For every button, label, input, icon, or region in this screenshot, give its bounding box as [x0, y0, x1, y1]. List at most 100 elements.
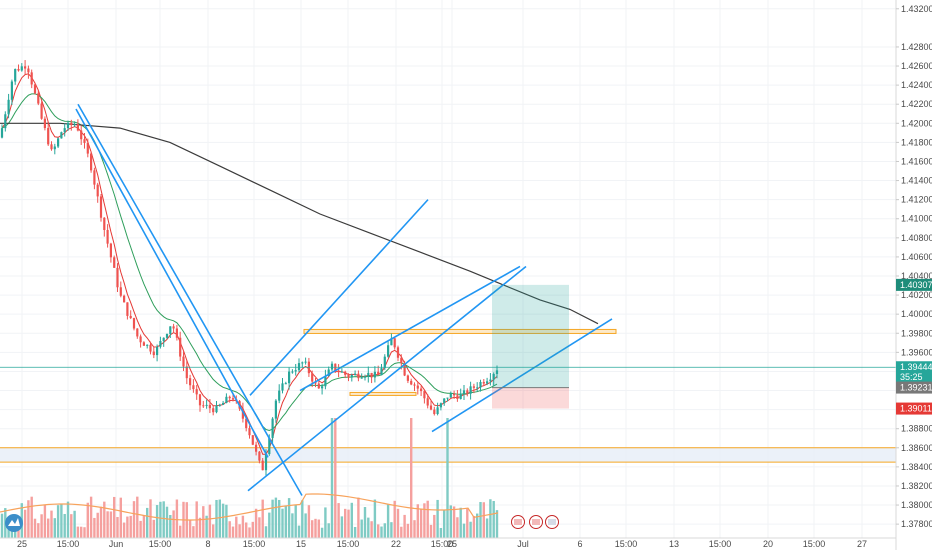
- candle-body: [93, 170, 96, 185]
- candle-body: [367, 372, 370, 377]
- volume-bar: [0, 513, 4, 538]
- time-tick-label: 15:00: [149, 539, 172, 549]
- candle-body: [317, 383, 320, 389]
- candle-body: [129, 315, 132, 319]
- volume-bar: [149, 499, 152, 538]
- time-tick-label: 15:00: [803, 539, 826, 549]
- price-tick-label: 1.42000: [901, 118, 932, 128]
- candle-body: [420, 388, 423, 392]
- volume-bar: [76, 526, 80, 538]
- candle-body: [30, 72, 33, 85]
- candle-body: [212, 408, 215, 413]
- trend-lines[interactable]: [0, 103, 896, 496]
- stop-loss-zone[interactable]: [492, 387, 569, 409]
- channel-upper-line[interactable]: [249, 199, 429, 396]
- candle-body: [241, 408, 244, 419]
- candle-body: [469, 386, 472, 394]
- candle-body: [185, 366, 188, 379]
- candle-body: [387, 345, 390, 357]
- volume-bar: [314, 518, 317, 538]
- trendline-down-2[interactable]: [75, 108, 269, 458]
- candle-body: [403, 363, 406, 376]
- event-badges[interactable]: [511, 515, 559, 529]
- volume-bar: [218, 499, 221, 538]
- volume-bar: [324, 507, 327, 538]
- take-profit-zone[interactable]: [492, 284, 569, 388]
- volume-bar: [426, 500, 429, 538]
- candle-body: [27, 68, 30, 73]
- volume-bar: [126, 516, 129, 538]
- volume-bar: [287, 498, 291, 538]
- volume-bar: [390, 522, 393, 538]
- volume-bar: [254, 508, 258, 538]
- volume-bar: [155, 505, 159, 538]
- trendline-down[interactable]: [77, 103, 303, 496]
- channel-mid-line[interactable]: [299, 265, 521, 392]
- volume-bar: [396, 508, 400, 538]
- volume-bar: [63, 513, 66, 538]
- volume-bar: [291, 513, 294, 538]
- volume-bar: [47, 518, 50, 538]
- volume-bar: [360, 519, 363, 538]
- candle-body: [96, 184, 99, 197]
- candle-body: [248, 428, 251, 436]
- candle-body: [63, 128, 66, 133]
- volume-bar: [83, 527, 86, 538]
- volume-bar: [433, 514, 436, 538]
- volume-bar: [73, 510, 76, 538]
- volume-bar: [462, 523, 466, 538]
- time-tick-label: 13: [669, 539, 679, 549]
- volume-bar: [202, 506, 205, 538]
- candle-body: [429, 405, 433, 410]
- volume-bar: [495, 510, 499, 538]
- candle-body: [7, 99, 10, 115]
- volume-bar: [274, 497, 278, 538]
- candle-body: [360, 377, 363, 379]
- candle-body: [489, 379, 492, 382]
- candle-body: [363, 376, 367, 378]
- candle-body: [354, 373, 357, 376]
- volume-bar: [340, 516, 344, 538]
- volume-bar: [80, 526, 83, 538]
- wedge-lower-line[interactable]: [431, 318, 613, 433]
- candle-body: [340, 371, 343, 373]
- volume-bar: [93, 517, 96, 538]
- price-tick-label: 1.38800: [901, 424, 932, 434]
- volume-bar: [215, 499, 218, 538]
- candle-body: [43, 118, 46, 129]
- volume-bar: [103, 501, 106, 538]
- candle-body: [17, 68, 20, 71]
- time-tick-label: 15: [296, 539, 306, 549]
- volume-bar: [423, 503, 426, 538]
- volume-bar: [50, 510, 53, 538]
- candle-body: [149, 344, 152, 352]
- volume-bar: [357, 497, 360, 538]
- candle-body: [271, 418, 274, 438]
- volume-bar: [248, 527, 251, 538]
- candle-body: [20, 66, 23, 71]
- candle-body: [324, 375, 327, 387]
- candle-body: [291, 371, 294, 373]
- price-tick-label: 1.38000: [901, 500, 932, 510]
- volume-bar: [37, 523, 40, 538]
- candle-body: [37, 93, 40, 104]
- candle-body: [472, 386, 475, 388]
- volume-bar: [17, 527, 20, 538]
- volume-bar: [40, 514, 43, 538]
- volume-bar: [485, 518, 489, 538]
- volume-bar: [53, 518, 56, 538]
- channel-lower-line[interactable]: [247, 265, 527, 492]
- volume-bar: [386, 504, 390, 538]
- candle-body: [436, 407, 439, 415]
- long-position-tool[interactable]: [492, 284, 569, 409]
- price-tick-label: 1.41400: [901, 176, 932, 186]
- candle-body: [297, 363, 301, 371]
- candle-body: [33, 84, 37, 94]
- price-axis[interactable]: 1.43200 1.42800 1.42600 1.42400 1.42200 1.420…: [895, 0, 932, 550]
- candle-body: [321, 386, 324, 389]
- candle-body: [198, 394, 202, 406]
- price-tick-label: 1.38600: [901, 443, 932, 453]
- candle-body: [126, 302, 129, 316]
